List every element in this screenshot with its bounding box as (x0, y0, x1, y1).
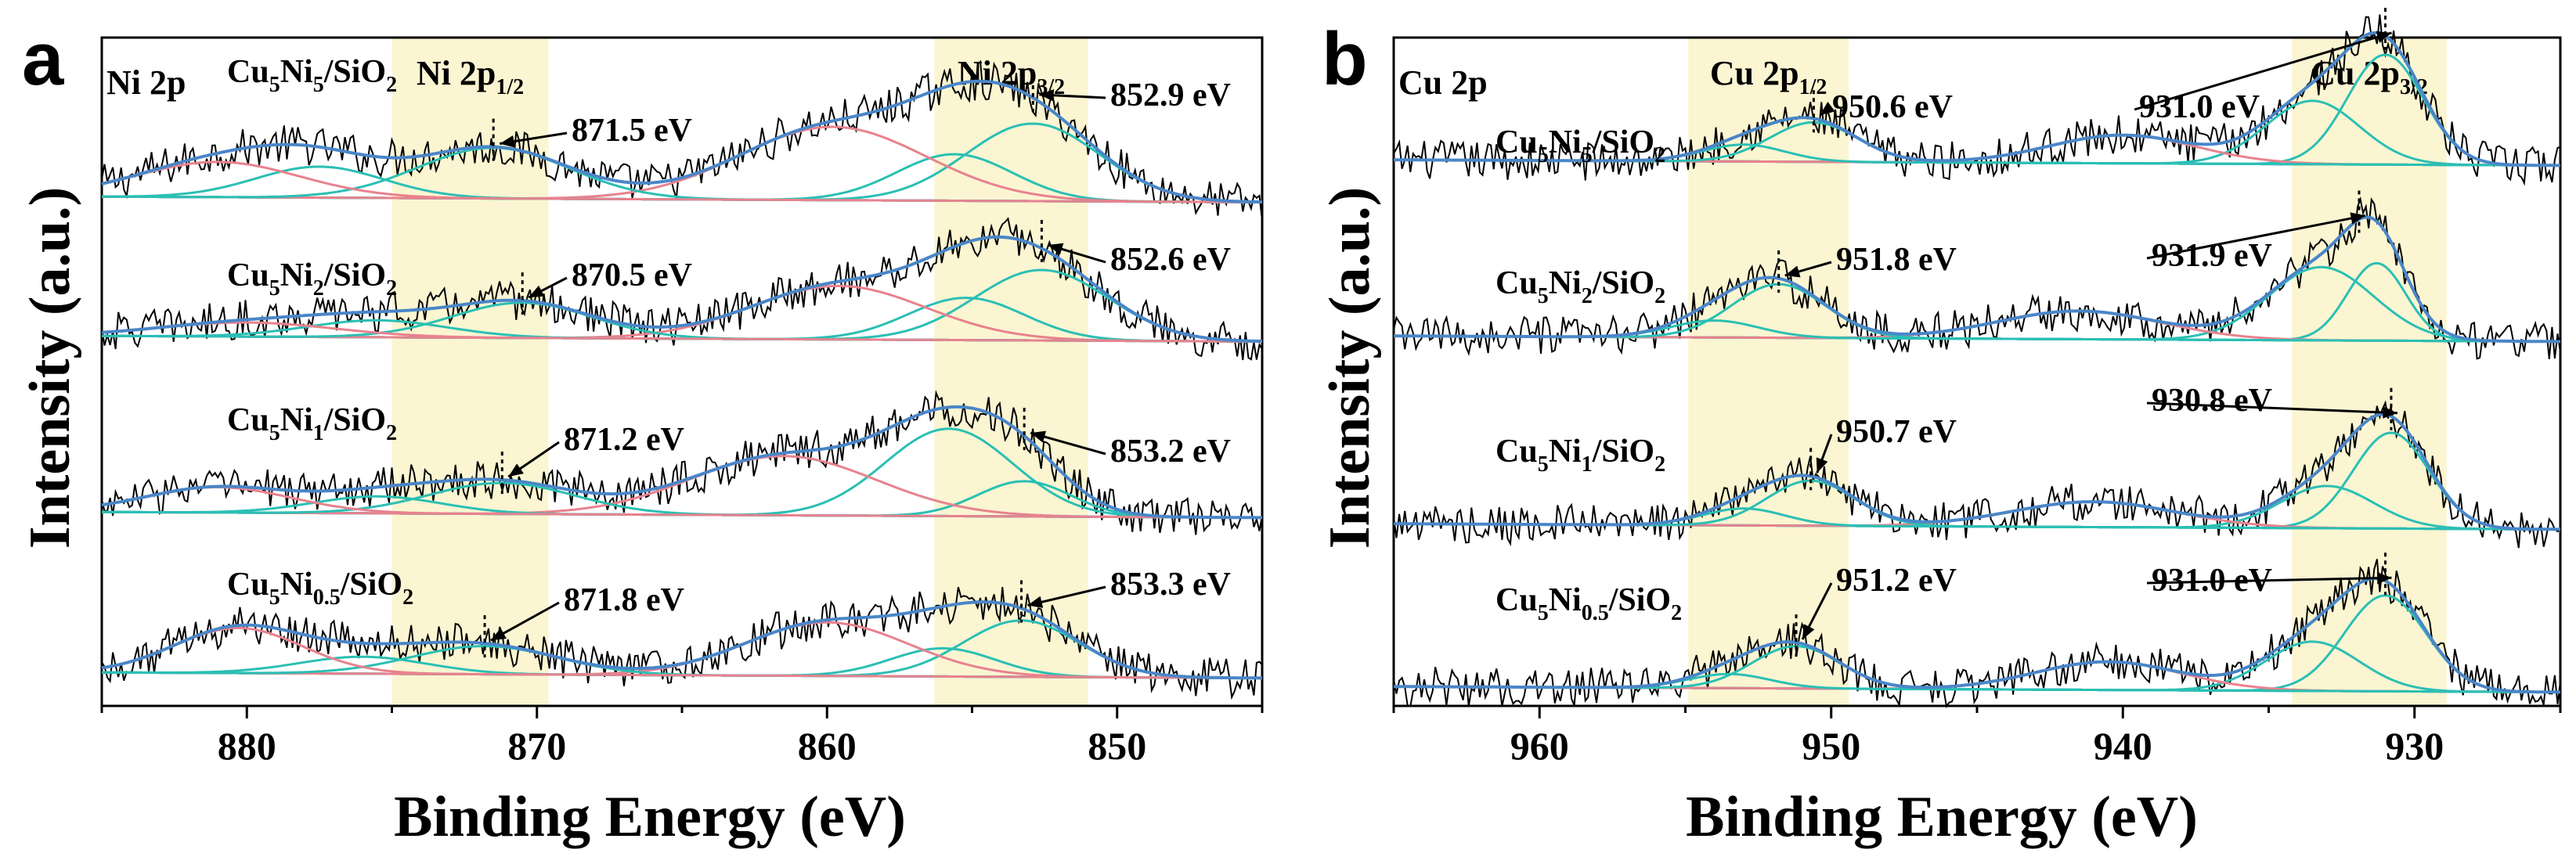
peak-arrow (2134, 31, 2392, 111)
peak-arrow (2146, 214, 2366, 260)
peak-label: 951.8 eV (1836, 242, 1957, 278)
fit-envelope (101, 235, 1263, 343)
sample-label: Cu5Ni1/SiO2 (227, 402, 397, 445)
fit-envelope (1394, 576, 2560, 694)
peak-label: 931.0 eV (2139, 89, 2260, 125)
sample-label: Cu5Ni0.5/SiO2 (227, 567, 413, 610)
sample-label: Cu5Ni2/SiO2 (227, 257, 397, 301)
peak-label: 870.5 eV (572, 257, 692, 293)
peak-arrowhead (1816, 457, 1828, 473)
peak-label: 853.2 eV (1110, 434, 1231, 470)
fit-envelope (101, 79, 1262, 204)
peak-label: 950.6 eV (1832, 89, 1953, 125)
panel-a-xlabel: Binding Energy (eV) (394, 785, 906, 849)
x-tick-label: 880 (218, 724, 276, 768)
fit-envelope (1394, 215, 2560, 344)
peak-label: 930.8 eV (2152, 383, 2272, 419)
panel-a: a Intensity (a.u.) Ni 2p1/2 Ni 2p3/2Ni 2p… (18, 17, 1264, 849)
peak-label: 852.9 eV (1110, 77, 1231, 113)
x-tick-label: 850 (1088, 724, 1146, 768)
component-6 (101, 626, 1262, 679)
sample-label: Cu5Ni1/SiO2 (1495, 434, 1665, 477)
peak-arrowhead (1030, 430, 1047, 443)
peak-arrowhead (1027, 596, 1044, 608)
series-1: Cu5Ni5/SiO2 950.6 eV 931.0 eV (1393, 7, 2561, 186)
peak-arrowhead (2376, 571, 2392, 585)
x-tick-label: 960 (1510, 724, 1569, 768)
peak-arrowhead (1039, 88, 1055, 102)
peak-label: 871.8 eV (564, 582, 684, 618)
component-6 (101, 321, 1262, 343)
x-tick-label: 930 (2385, 724, 2444, 768)
peak-label: 871.5 eV (572, 113, 692, 149)
series-1: Cu5Ni5/SiO2 871.5 eV 852.9 eV (101, 54, 1263, 221)
x-tick-label: 950 (1802, 724, 1860, 768)
peak-label: 931.9 eV (2152, 238, 2272, 274)
raw-spectrum (1393, 559, 2561, 709)
series-4: Cu5Ni0.5/SiO2 871.8 eV 853.3 eV (101, 567, 1263, 700)
x-tick-label: 870 (507, 724, 566, 768)
element-label: Ni 2p (106, 63, 186, 102)
peak-label: 852.6 eV (1110, 242, 1231, 278)
peak-arrowhead (2376, 31, 2392, 43)
series-2: Cu5Ni2/SiO2 870.5 eV 852.6 eV (101, 217, 1263, 361)
peak-arrowhead (529, 285, 545, 298)
fit-envelope (101, 405, 1262, 520)
peak-arrowhead (500, 135, 515, 148)
sample-label: Cu5Ni0.5/SiO2 (1495, 582, 1682, 625)
peak-arrowhead (2350, 212, 2365, 225)
series-3: Cu5Ni1/SiO2 950.7 eV 930.8 eV (1393, 383, 2561, 549)
x-tick-label: 860 (798, 724, 857, 768)
fit-envelope (1394, 412, 2560, 531)
component-6 (101, 486, 1262, 519)
peak-arrow (2146, 401, 2398, 415)
highlight-band-3-2 (2292, 38, 2447, 706)
peak-arrowhead (491, 628, 507, 641)
component-3 (102, 125, 1262, 203)
panel-b-xlabel: Binding Energy (eV) (1686, 785, 2198, 849)
fit-envelope (101, 600, 1262, 680)
panel-a-letter: a (22, 17, 64, 101)
panel-b: b Intensity (a.u.) Cu 2p1/2 Cu 2p3/2Cu 2p… (1318, 7, 2562, 849)
panel-a-ylabel: Intensity (a.u.) (18, 187, 82, 549)
sample-label: Cu5Ni5/SiO2 (1495, 124, 1665, 167)
sample-label: Cu5Ni5/SiO2 (227, 54, 397, 97)
peak-label: 871.2 eV (564, 422, 684, 458)
series-2: Cu5Ni2/SiO2 951.8 eV 931.9 eV (1393, 190, 2561, 360)
highlight-band-1-2 (391, 38, 549, 706)
x-tick-label: 940 (2094, 724, 2152, 768)
panel-b-ylabel: Intensity (a.u.) (1318, 187, 1382, 549)
peak-arrowhead (508, 463, 524, 477)
raw-spectrum (101, 390, 1263, 535)
element-label: Cu 2p (1398, 63, 1488, 102)
peak-arrowhead (1048, 243, 1064, 255)
panel-b-letter: b (1322, 17, 1368, 101)
fit-envelope (1394, 31, 2560, 167)
component-6 (101, 160, 1262, 203)
peak-arrow (2146, 576, 2392, 585)
peak-arrowhead (2383, 406, 2397, 419)
peak-arrowhead (1820, 101, 1835, 116)
peak-label: 853.3 eV (1110, 567, 1231, 603)
peak-label: 951.2 eV (1836, 563, 1957, 599)
peak-arrowhead (1802, 624, 1815, 640)
peak-label: 950.7 eV (1836, 414, 1957, 450)
raw-spectrum (1393, 196, 2561, 360)
peak-arrowhead (1784, 265, 1801, 278)
series-3: Cu5Ni1/SiO2 871.2 eV 853.2 eV (101, 390, 1263, 535)
sample-label: Cu5Ni2/SiO2 (1495, 265, 1665, 308)
